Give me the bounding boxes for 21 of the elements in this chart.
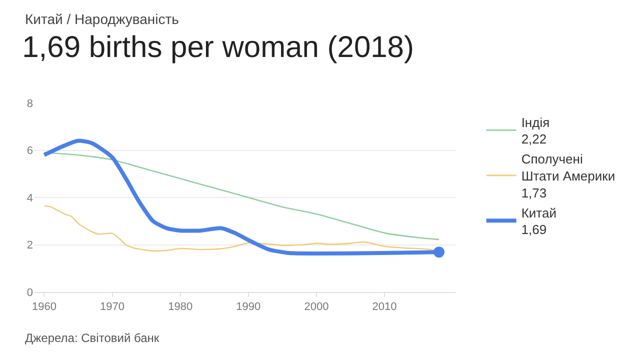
legend-label: Сполучені Штати Америки bbox=[521, 152, 616, 184]
y-tick-label: 6 bbox=[26, 145, 33, 158]
text: 1,69 bbox=[521, 222, 547, 238]
x-tick-label: 1990 bbox=[236, 301, 261, 314]
y-tick-label: 8 bbox=[26, 98, 33, 110]
chart-title: 1,69 births per woman (2018) bbox=[22, 30, 414, 64]
y-tick-label: 0 bbox=[26, 286, 33, 299]
x-tick-label: 1970 bbox=[100, 301, 125, 314]
y-tick-label: 2 bbox=[26, 240, 33, 252]
text: 1,73 bbox=[521, 185, 547, 200]
y-tick-label: 4 bbox=[26, 192, 33, 204]
text: Китай / Народжуваність bbox=[25, 11, 179, 27]
line-series bbox=[44, 152, 440, 240]
x-tick-label: 1980 bbox=[168, 301, 193, 314]
legend-label: Індія bbox=[521, 114, 550, 130]
text: Джерела: Світовий банк bbox=[25, 331, 160, 345]
legend-label: Китай bbox=[521, 205, 556, 220]
x-tick-label: 2000 bbox=[304, 301, 329, 314]
x-tick-label: 1960 bbox=[32, 301, 56, 314]
x-tick-label: 2010 bbox=[372, 301, 397, 314]
text: 2,22 bbox=[521, 132, 547, 147]
